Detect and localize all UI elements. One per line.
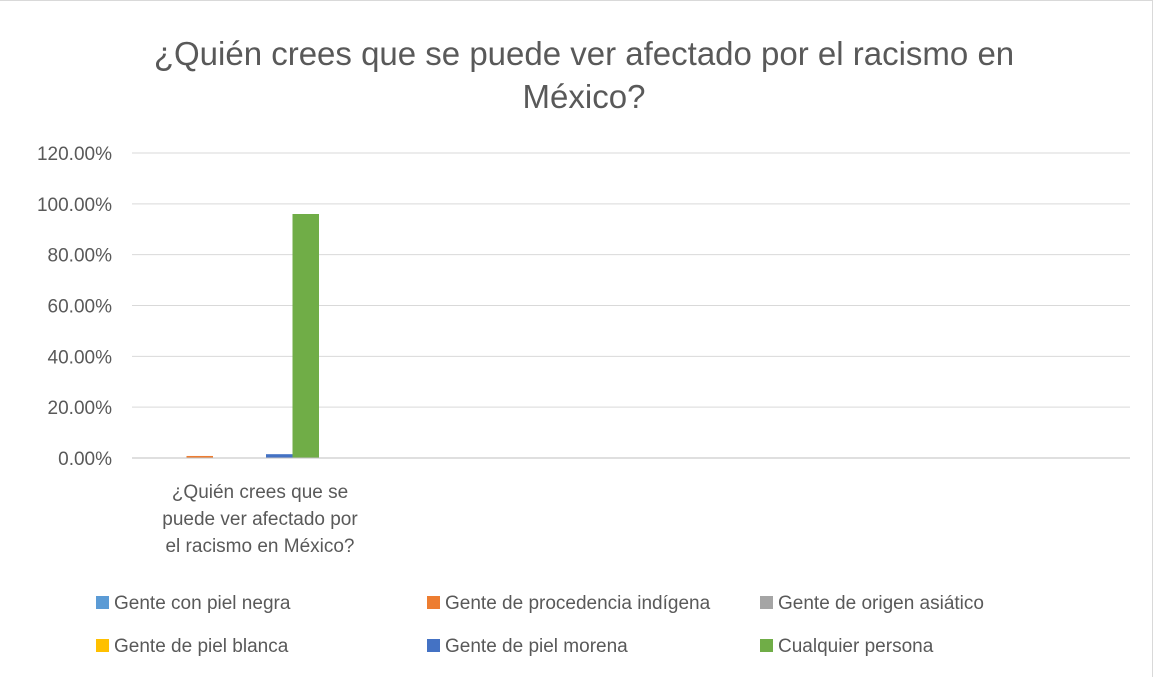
- legend-swatch: [760, 596, 773, 609]
- legend-swatch: [427, 639, 440, 652]
- legend-swatch: [96, 596, 109, 609]
- y-axis-tick-labels: 0.00% 20.00% 40.00% 60.00% 80.00% 100.00% 120.…: [37, 144, 112, 470]
- y-tick-label: 0.00%: [58, 449, 112, 470]
- legend-label: Gente de piel blanca: [114, 636, 289, 657]
- y-tick-label: 60.00%: [48, 297, 113, 318]
- chart-title-line-2: México?: [523, 78, 646, 115]
- legend-label: Gente de piel morena: [445, 636, 628, 657]
- category-label: ¿Quién crees que se puede ver afectado p…: [162, 482, 358, 557]
- legend-swatch: [96, 639, 109, 652]
- gridlines: [132, 152, 1130, 408]
- chart-title: ¿Quién crees que se puede ver afectado p…: [154, 35, 1014, 115]
- y-tick-label: 20.00%: [48, 398, 113, 419]
- y-tick-label: 100.00%: [37, 195, 112, 216]
- bars: [186, 214, 319, 458]
- chart-title-line-1: ¿Quién crees que se puede ver afectado p…: [154, 35, 1014, 72]
- legend-label: Gente de procedencia indígena: [445, 593, 711, 614]
- y-tick-label: 40.00%: [48, 347, 113, 368]
- bar: [292, 214, 319, 458]
- category-label-line-1: ¿Quién crees que se: [172, 482, 348, 503]
- bar: [266, 454, 293, 458]
- y-tick-label: 80.00%: [48, 246, 113, 267]
- legend: Gente con piel negra Gente de procedencia…: [96, 593, 984, 657]
- legend-swatch: [760, 639, 773, 652]
- y-tick-label: 120.00%: [37, 144, 112, 165]
- legend-label: Gente con piel negra: [114, 593, 291, 614]
- legend-label: Gente de origen asiático: [778, 593, 984, 614]
- legend-label: Cualquier persona: [778, 636, 934, 657]
- bar: [186, 455, 213, 458]
- category-label-line-2: puede ver afectado por: [162, 509, 358, 530]
- category-label-line-3: el racismo en México?: [165, 536, 354, 557]
- legend-swatch: [427, 596, 440, 609]
